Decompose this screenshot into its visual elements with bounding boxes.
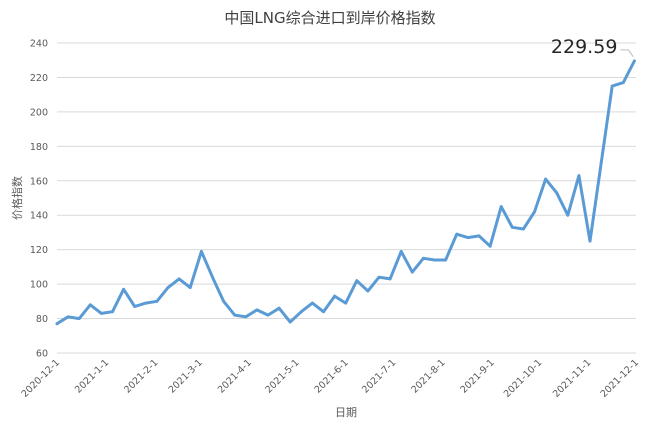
- data-point: [444, 258, 447, 262]
- data-points: [55, 59, 636, 326]
- data-point: [311, 301, 314, 305]
- x-tick-label: 2020-12-1: [20, 357, 63, 400]
- x-tick-label: 2021-7-1: [360, 357, 398, 395]
- x-tick-label: 2021-12-1: [599, 357, 642, 400]
- x-tick-label: 2021-6-1: [313, 357, 351, 395]
- y-tick-label: 100: [30, 280, 48, 291]
- data-point: [88, 303, 92, 307]
- data-point: [577, 174, 581, 178]
- data-point: [188, 286, 192, 289]
- x-axis-label: 日期: [335, 406, 357, 419]
- data-point: [200, 250, 203, 253]
- data-point: [566, 213, 570, 217]
- data-point: [155, 299, 159, 303]
- data-point: [399, 250, 403, 253]
- data-point: [621, 81, 625, 84]
- data-point: [422, 256, 425, 260]
- data-point: [133, 305, 137, 308]
- data-point: [244, 315, 248, 319]
- data-point: [122, 287, 125, 291]
- y-tick-label: 60: [36, 349, 48, 360]
- data-point: [388, 277, 392, 281]
- y-tick-label: 220: [30, 73, 48, 84]
- data-point: [466, 236, 470, 240]
- data-point: [100, 312, 103, 315]
- data-point: [433, 258, 436, 262]
- data-point: [499, 205, 503, 209]
- y-tick-label: 240: [30, 39, 48, 50]
- data-point: [77, 317, 81, 320]
- data-point: [222, 299, 226, 303]
- data-point: [344, 301, 348, 305]
- data-point: [533, 210, 536, 214]
- data-point: [299, 310, 303, 314]
- last-value-annotation: 229.59: [551, 36, 617, 58]
- y-tick-label: 120: [30, 245, 48, 256]
- chart-title: 中国LNG综合进口到岸价格指数: [224, 9, 435, 27]
- data-point: [488, 244, 492, 248]
- x-tick-label: 2021-9-1: [458, 357, 496, 395]
- data-point: [610, 84, 614, 88]
- y-tick-label: 160: [30, 176, 48, 187]
- data-point: [111, 310, 114, 314]
- data-point: [477, 234, 481, 238]
- x-tick-label: 2021-1-1: [73, 357, 111, 395]
- y-tick-label: 140: [30, 211, 48, 222]
- data-point: [255, 308, 259, 312]
- data-point: [266, 313, 270, 317]
- x-tick-label: 2021-10-1: [502, 357, 545, 400]
- annotation-leader: [620, 49, 634, 58]
- x-tick-label: 2021-3-1: [167, 357, 205, 395]
- x-tick-label: 2021-2-1: [122, 357, 160, 395]
- data-point: [555, 191, 559, 195]
- data-point: [599, 162, 603, 166]
- y-tick-label: 180: [30, 142, 48, 153]
- y-axis-label: 价格指数: [10, 176, 24, 220]
- gridlines: [57, 42, 636, 354]
- data-point: [177, 277, 181, 281]
- x-axis-ticks: 2020-12-1 2021-1-1 2021-2-1 2021-3-1 2021-4-…: [20, 357, 642, 400]
- data-point: [588, 239, 592, 243]
- data-point: [211, 275, 214, 279]
- data-point: [544, 177, 547, 181]
- x-tick-label: 2021-4-1: [216, 357, 254, 395]
- data-point: [288, 320, 292, 324]
- x-tick-label: 2021-5-1: [263, 357, 301, 395]
- y-tick-label: 200: [30, 107, 48, 118]
- data-point: [333, 294, 336, 298]
- data-point: [66, 315, 70, 319]
- data-point: [633, 59, 636, 63]
- data-point: [144, 301, 148, 305]
- data-point: [522, 227, 525, 231]
- data-point: [233, 313, 237, 317]
- data-point: [366, 289, 370, 293]
- data-point: [277, 306, 281, 310]
- y-tick-label: 80: [36, 314, 48, 325]
- x-tick-label: 2021-8-1: [409, 357, 447, 395]
- data-point: [355, 279, 359, 283]
- y-axis-ticks: 60 80 100 120 140 160 180 200 220 240: [30, 39, 48, 360]
- data-point: [55, 322, 59, 326]
- x-tick-label: 2021-11-1: [551, 357, 594, 400]
- data-point: [377, 275, 381, 279]
- data-point: [166, 286, 170, 289]
- data-point: [410, 270, 414, 274]
- data-point: [510, 225, 514, 229]
- data-point: [455, 232, 459, 236]
- data-point: [322, 310, 325, 314]
